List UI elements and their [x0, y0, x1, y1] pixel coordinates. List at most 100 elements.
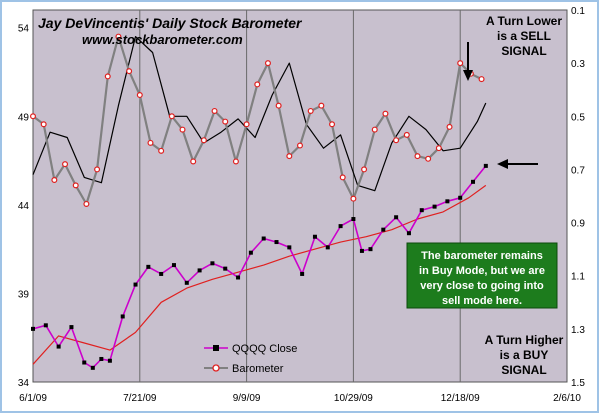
qqqq-close-point [210, 261, 215, 266]
legend-qqqq-marker [213, 345, 219, 351]
qqqq-close-point [197, 268, 202, 273]
qqqq-close-point [432, 204, 437, 209]
x-tick-label: 10/29/09 [334, 393, 373, 404]
barometer-point [211, 107, 218, 114]
sell-annotation-line1: A Turn Lower [486, 14, 562, 28]
qqqq-close-point [31, 326, 35, 331]
y-left-tick-label: 44 [18, 201, 30, 212]
barometer-point [147, 139, 154, 146]
barometer-point [329, 121, 336, 128]
qqqq-close-point [146, 264, 151, 269]
note-box [406, 242, 558, 309]
note-line2: in Buy Mode, but we are [419, 265, 545, 277]
y-right-tick-label: 0.5 [571, 112, 585, 123]
barometer-point [222, 118, 229, 125]
legend: QQQQ Close Barometer [204, 343, 297, 375]
buy-annotation-line1: A Turn Higher [485, 333, 564, 347]
qqqq-close-point [338, 224, 343, 229]
barometer-point [30, 113, 37, 120]
barometer-point [403, 131, 410, 138]
barometer-point [40, 121, 47, 128]
note-line1: The barometer remains [421, 250, 543, 262]
qqqq-close-point [171, 263, 176, 268]
qqqq-close-point [274, 240, 279, 245]
barometer-point [200, 137, 207, 144]
y-left-tick-label: 39 [18, 289, 30, 300]
legend-barometer-label: Barometer [232, 363, 284, 375]
barometer-point [382, 110, 389, 117]
legend-barometer-marker [212, 364, 220, 372]
barometer-point [115, 33, 122, 40]
qqqq-close-point [248, 250, 253, 255]
barometer-point [126, 68, 133, 75]
qqqq-close-point [133, 282, 138, 287]
qqqq-close-point [471, 179, 476, 184]
barometer-point [361, 166, 368, 173]
barometer-point [158, 147, 165, 154]
barometer-point [104, 73, 111, 80]
sell-annotation-line3: SIGNAL [501, 44, 546, 58]
qqqq-close-point [120, 314, 125, 319]
x-tick-label: 9/9/09 [233, 393, 261, 404]
qqqq-close-point [300, 271, 305, 276]
qqqq-close-point [351, 217, 356, 222]
qqqq-close-point [406, 231, 411, 236]
qqqq-close-point [43, 323, 48, 328]
barometer-point [190, 158, 197, 165]
qqqq-close-point [82, 360, 87, 365]
barometer-point [339, 174, 346, 181]
y-right-tick-label: 0.7 [571, 165, 585, 176]
qqqq-close-point [261, 236, 266, 241]
qqqq-close-point [394, 215, 399, 220]
barometer-point [264, 60, 271, 67]
barometer-point [72, 182, 79, 189]
qqqq-close-point [236, 275, 241, 280]
qqqq-close-point [107, 358, 112, 363]
barometer-point [62, 161, 69, 168]
qqqq-close-point [99, 356, 104, 361]
qqqq-close-point [325, 245, 330, 250]
barometer-point [51, 177, 58, 184]
barometer-point [297, 142, 304, 149]
y-left-tick-label: 49 [18, 112, 30, 123]
qqqq-close-point [368, 247, 373, 252]
chart-title: Jay DeVincentis' Daily Stock Barometer [38, 15, 303, 31]
qqqq-close-point [90, 365, 95, 370]
barometer-point [446, 123, 453, 130]
barometer-arrow [497, 159, 538, 169]
y-left-tick-label: 34 [18, 378, 30, 389]
qqqq-close-point [184, 280, 189, 285]
plot-area [32, 9, 568, 383]
barometer-point [478, 76, 485, 83]
barometer-point [232, 158, 239, 165]
barometer-point [414, 153, 421, 160]
qqqq-close-point [287, 245, 292, 250]
qqqq-close-point [381, 227, 386, 232]
buy-annotation-line2: is a BUY [500, 348, 549, 362]
x-tick-label: 2/6/10 [553, 393, 581, 404]
y-right-tick-label: 1.3 [571, 325, 585, 336]
buy-annotation-line3: SIGNAL [501, 363, 546, 377]
qqqq-close-point [483, 163, 488, 168]
barometer-point [275, 102, 282, 109]
barometer-point [168, 113, 175, 120]
qqqq-close-point [159, 271, 164, 276]
qqqq-close-point [223, 266, 228, 271]
qqqq-close-point [56, 344, 61, 349]
qqqq-close-point [69, 325, 74, 330]
barometer-point [254, 81, 261, 88]
barometer-point [425, 155, 432, 162]
barometer-point [243, 121, 250, 128]
y-right-tick-label: 1.5 [571, 378, 585, 389]
barometer-point [435, 145, 442, 152]
chart-subtitle: www.stockbarometer.com [82, 32, 243, 47]
sell-annotation-line2: is a SELL [497, 29, 551, 43]
legend-qqqq-label: QQQQ Close [232, 343, 297, 355]
qqqq-close-point [419, 208, 424, 213]
qqqq-close-point [445, 199, 450, 204]
qqqq-close-point [312, 234, 317, 239]
barometer-point [457, 60, 464, 67]
y-right-tick-label: 1.1 [571, 272, 585, 283]
